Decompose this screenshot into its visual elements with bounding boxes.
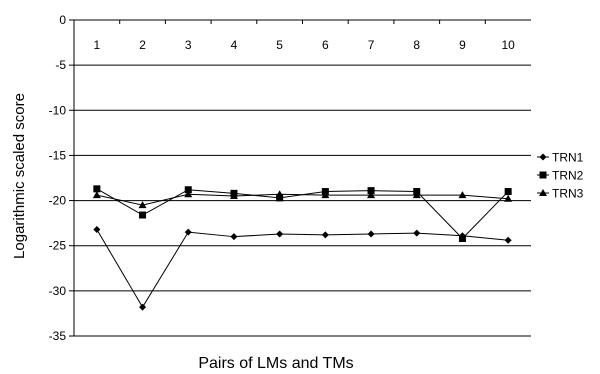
data-point-trn3: [412, 191, 421, 199]
legend-label: TRN3: [552, 187, 584, 201]
x-tick-label: 4: [231, 38, 238, 52]
y-tick-label: 0: [59, 13, 66, 27]
legend-item-trn1: TRN1: [537, 151, 584, 165]
gridlines: [74, 64, 531, 337]
data-point-trn2: [458, 234, 466, 242]
data-point-trn1: [367, 230, 375, 238]
data-point-trn2: [367, 187, 375, 195]
x-axis-ticks: 1 2 3 4 5 6 7 8 9 10: [94, 20, 515, 52]
legend: TRN1 TRN2 TRN3: [537, 151, 584, 201]
x-tick-label: 7: [368, 38, 375, 52]
series-group: [92, 185, 513, 311]
data-point-trn2: [184, 186, 192, 194]
x-tick-label: 6: [322, 38, 329, 52]
data-point-trn3: [229, 192, 238, 200]
legend-marker-trn1: [539, 153, 547, 161]
series-trn2: [93, 185, 512, 242]
data-point-trn2: [93, 185, 101, 193]
y-tick-label: -15: [49, 148, 67, 162]
data-point-trn3: [321, 191, 330, 199]
data-point-trn1: [413, 229, 421, 237]
data-point-trn2: [504, 188, 512, 196]
data-point-trn3: [138, 201, 147, 209]
data-point-trn1: [230, 233, 238, 241]
x-axis-title: Pairs of LMs and TMs: [198, 355, 353, 372]
legend-marker-trn2: [539, 171, 547, 179]
legend-label: TRN1: [552, 151, 584, 165]
y-tick-label: -5: [55, 58, 66, 72]
y-axis-title: Logarithmic scaled score: [11, 93, 28, 259]
data-point-trn3: [92, 191, 101, 199]
series-trn3: [92, 190, 513, 209]
data-point-trn1: [276, 230, 284, 238]
legend-label: TRN2: [552, 169, 584, 183]
x-tick-label: 9: [459, 38, 466, 52]
axes: [73, 19, 531, 336]
data-point-trn3: [184, 190, 193, 198]
data-point-trn3: [458, 191, 467, 199]
x-tick-label: 3: [185, 38, 192, 52]
series-line-trn3: [96, 193, 509, 206]
x-tick-label: 2: [139, 38, 146, 52]
x-tick-label: 8: [413, 38, 420, 52]
data-point-trn3: [275, 190, 284, 198]
y-tick-label: -30: [49, 284, 67, 298]
data-point-trn1: [504, 236, 512, 244]
data-point-trn1: [321, 231, 329, 239]
series-line-trn2: [96, 188, 509, 240]
y-axis-ticks: 0 -5 -10 -15 -20 -25 -30 -35: [49, 13, 74, 343]
y-tick-label: -20: [49, 194, 67, 208]
x-tick-label: 5: [276, 38, 283, 52]
legend-item-trn2: TRN2: [537, 169, 584, 183]
data-point-trn2: [276, 194, 284, 202]
series-trn1: [93, 225, 512, 311]
legend-marker-trn3: [539, 189, 547, 196]
y-tick-label: -35: [49, 329, 67, 343]
data-point-trn1: [93, 225, 101, 233]
data-point-trn3: [367, 191, 376, 199]
y-tick-label: -10: [49, 103, 67, 117]
legend-item-trn3: TRN3: [537, 187, 584, 201]
data-point-trn2: [139, 211, 147, 219]
data-point-trn1: [184, 228, 192, 236]
x-tick-label: 10: [501, 38, 515, 52]
data-point-trn3: [504, 194, 513, 202]
x-tick-label: 1: [94, 38, 101, 52]
series-line-trn1: [96, 229, 509, 309]
data-point-trn1: [139, 303, 147, 311]
y-tick-label: -25: [49, 239, 67, 253]
